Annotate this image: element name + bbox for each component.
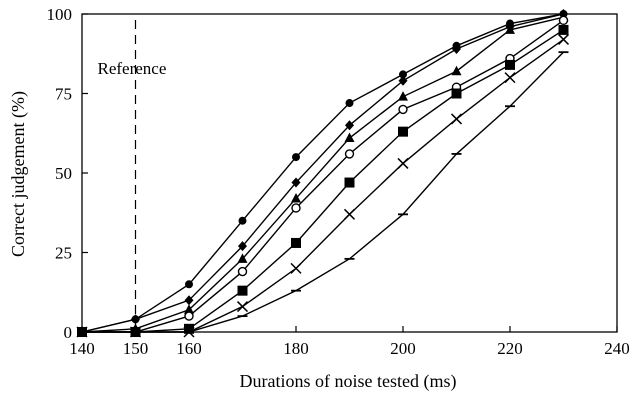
data-point — [238, 241, 247, 252]
data-point — [185, 280, 193, 289]
data-point — [398, 104, 408, 115]
data-point — [398, 75, 408, 86]
series-line — [82, 38, 564, 333]
data-point — [451, 88, 462, 99]
data-point — [504, 72, 516, 84]
data-point — [131, 314, 140, 325]
series-line — [81, 13, 564, 333]
data-point — [237, 266, 248, 277]
series-dash — [77, 51, 569, 333]
data-point — [184, 323, 194, 334]
y-axis-label: Correct judgement (%) — [8, 91, 29, 257]
data-point — [291, 237, 301, 248]
series-cross — [76, 33, 570, 338]
y-tick-label: 100 — [47, 5, 73, 24]
data-point — [291, 177, 301, 188]
data-point — [450, 113, 463, 125]
data-point — [290, 262, 302, 274]
annotation-layer: Reference — [98, 20, 167, 332]
x-tick-label: 240 — [604, 339, 630, 358]
data-point — [184, 295, 194, 306]
data-point — [505, 24, 515, 34]
reference-label: Reference — [98, 59, 167, 78]
data-point — [557, 33, 570, 45]
data-point — [452, 43, 461, 54]
data-point — [343, 208, 356, 220]
series-line — [82, 19, 564, 333]
x-tick-label: 160 — [176, 339, 202, 358]
data-point — [451, 65, 462, 76]
data-point — [345, 99, 354, 108]
series-layer — [76, 9, 570, 338]
data-point — [238, 216, 247, 225]
y-tick-label: 50 — [55, 164, 72, 183]
series-line — [81, 13, 564, 333]
series-line — [82, 51, 564, 333]
data-point — [184, 311, 194, 321]
x-tick-label: 150 — [123, 339, 149, 358]
data-point — [236, 301, 249, 313]
data-point — [505, 59, 515, 70]
data-point — [344, 177, 355, 188]
series-line — [82, 29, 564, 333]
y-tick-label: 0 — [64, 323, 73, 342]
data-point — [344, 132, 355, 143]
data-point — [558, 15, 569, 26]
data-point — [399, 70, 407, 79]
y-tick-label: 25 — [55, 244, 72, 263]
data-point — [345, 120, 354, 131]
data-point — [398, 91, 408, 101]
tick-marks: 140 150 160 180 200 220 240 0 25 50 75 100 — [47, 5, 630, 358]
y-tick-label: 75 — [55, 85, 72, 104]
data-point — [558, 24, 569, 35]
data-point — [398, 126, 408, 137]
data-point — [292, 153, 300, 162]
data-point — [344, 149, 355, 159]
x-tick-label: 220 — [497, 339, 523, 358]
data-point — [237, 285, 248, 296]
x-axis-label: Durations of noise tested (ms) — [240, 371, 457, 392]
x-tick-label: 140 — [69, 339, 95, 358]
data-point — [237, 253, 248, 263]
data-point — [397, 157, 409, 169]
data-point — [184, 304, 194, 314]
x-tick-label: 200 — [390, 339, 416, 358]
x-tick-label: 180 — [283, 339, 309, 358]
data-point — [291, 203, 301, 213]
series-line — [81, 16, 564, 333]
data-point — [291, 192, 301, 203]
